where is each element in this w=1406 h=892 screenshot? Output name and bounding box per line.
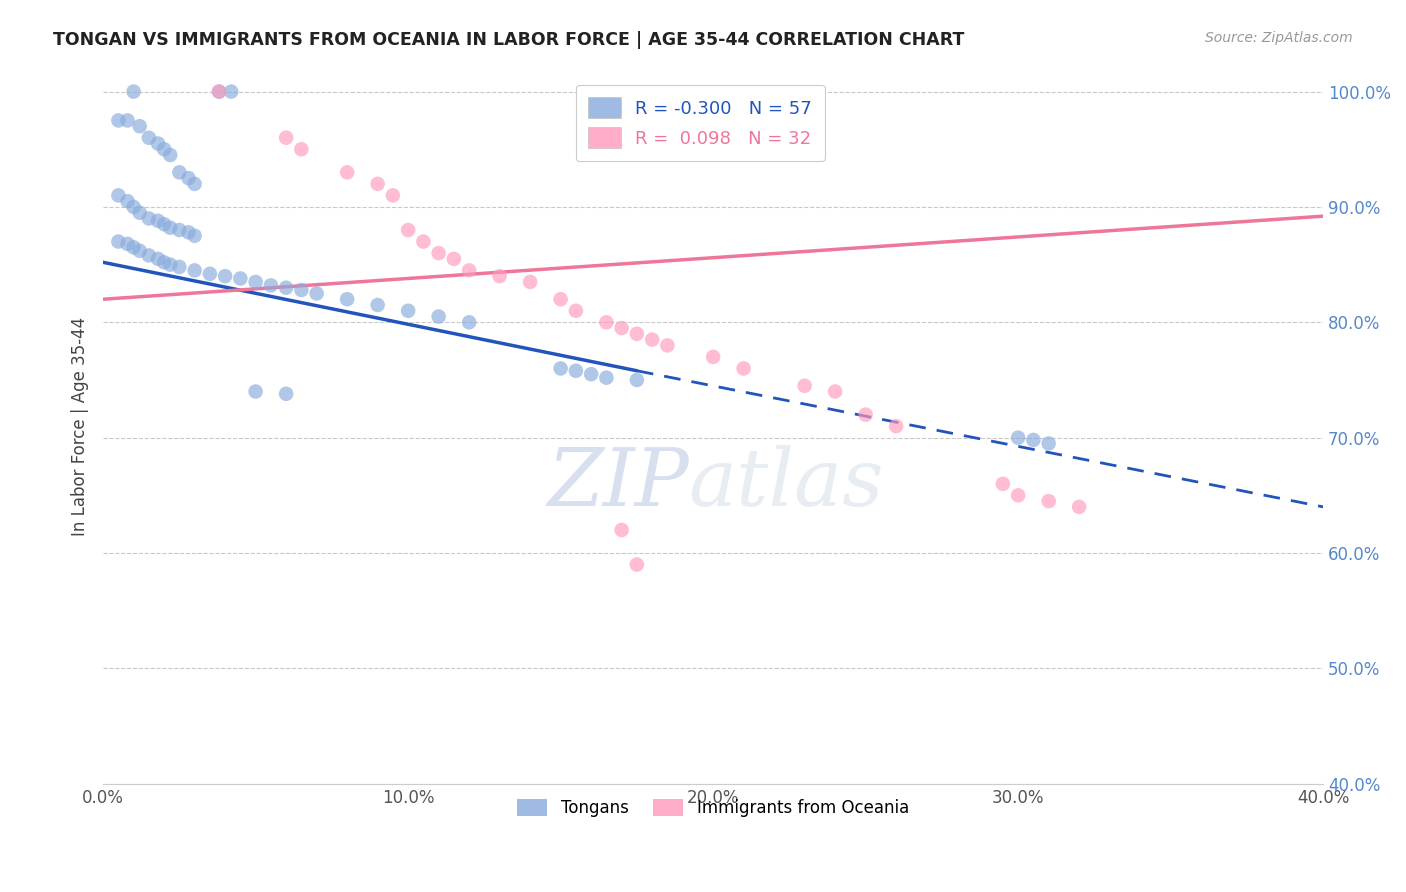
Point [229, 271, 252, 285]
Point [565, 364, 588, 378]
Point [991, 476, 1014, 491]
Point [177, 171, 200, 186]
Point [122, 200, 145, 214]
Point [117, 113, 139, 128]
Point [146, 252, 169, 266]
Point [519, 275, 541, 289]
Point [208, 85, 231, 99]
Point [169, 165, 191, 179]
Point [146, 136, 169, 151]
Point [488, 269, 510, 284]
Point [641, 333, 664, 347]
Text: atlas: atlas [689, 444, 884, 522]
Point [159, 148, 181, 162]
Point [245, 384, 267, 399]
Point [219, 85, 242, 99]
Point [824, 384, 846, 399]
Point [138, 211, 160, 226]
Point [381, 188, 404, 202]
Point [245, 275, 267, 289]
Point [1038, 436, 1060, 450]
Point [1007, 431, 1029, 445]
Point [214, 269, 236, 284]
Point [122, 85, 145, 99]
Point [626, 373, 648, 387]
Point [412, 235, 434, 249]
Point [855, 408, 877, 422]
Point [159, 258, 181, 272]
Point [336, 292, 359, 306]
Point [396, 223, 419, 237]
Point [208, 85, 231, 99]
Point [1069, 500, 1091, 514]
Legend: Tongans, Immigrants from Oceania: Tongans, Immigrants from Oceania [509, 790, 917, 825]
Point [702, 350, 724, 364]
Point [177, 225, 200, 239]
Point [550, 292, 572, 306]
Point [138, 130, 160, 145]
Point [159, 220, 181, 235]
Point [276, 130, 298, 145]
Point [733, 361, 755, 376]
Point [183, 263, 205, 277]
Point [153, 255, 176, 269]
Point [579, 368, 602, 382]
Point [305, 286, 328, 301]
Y-axis label: In Labor Force | Age 35-44: In Labor Force | Age 35-44 [72, 317, 89, 536]
Point [117, 194, 139, 209]
Point [367, 177, 389, 191]
Point [427, 310, 450, 324]
Point [107, 113, 129, 128]
Point [107, 188, 129, 202]
Point [290, 283, 312, 297]
Point [117, 236, 139, 251]
Point [565, 303, 588, 318]
Point [458, 315, 481, 329]
Point [276, 387, 298, 401]
Point [793, 378, 815, 392]
Point [336, 165, 359, 179]
Point [443, 252, 465, 266]
Point [458, 263, 481, 277]
Point [626, 558, 648, 572]
Point [153, 142, 176, 156]
Point [128, 244, 150, 258]
Point [1007, 488, 1029, 502]
Point [290, 142, 312, 156]
Point [1022, 433, 1045, 447]
Point [657, 338, 679, 352]
Point [128, 119, 150, 133]
Point [595, 370, 617, 384]
Point [276, 281, 298, 295]
Point [128, 205, 150, 219]
Point [595, 315, 617, 329]
Point [260, 278, 283, 293]
Point [198, 267, 221, 281]
Point [610, 523, 633, 537]
Point [138, 248, 160, 262]
Point [169, 223, 191, 237]
Point [610, 321, 633, 335]
Point [396, 303, 419, 318]
Text: ZIP: ZIP [547, 444, 689, 522]
Point [367, 298, 389, 312]
Point [626, 326, 648, 341]
Point [183, 177, 205, 191]
Point [146, 214, 169, 228]
Point [884, 419, 907, 434]
Point [107, 235, 129, 249]
Point [122, 240, 145, 254]
Text: Source: ZipAtlas.com: Source: ZipAtlas.com [1205, 31, 1353, 45]
Point [153, 217, 176, 231]
Text: TONGAN VS IMMIGRANTS FROM OCEANIA IN LABOR FORCE | AGE 35-44 CORRELATION CHART: TONGAN VS IMMIGRANTS FROM OCEANIA IN LAB… [53, 31, 965, 49]
Point [427, 246, 450, 260]
Point [169, 260, 191, 274]
Point [1038, 494, 1060, 508]
Point [183, 228, 205, 243]
Point [550, 361, 572, 376]
